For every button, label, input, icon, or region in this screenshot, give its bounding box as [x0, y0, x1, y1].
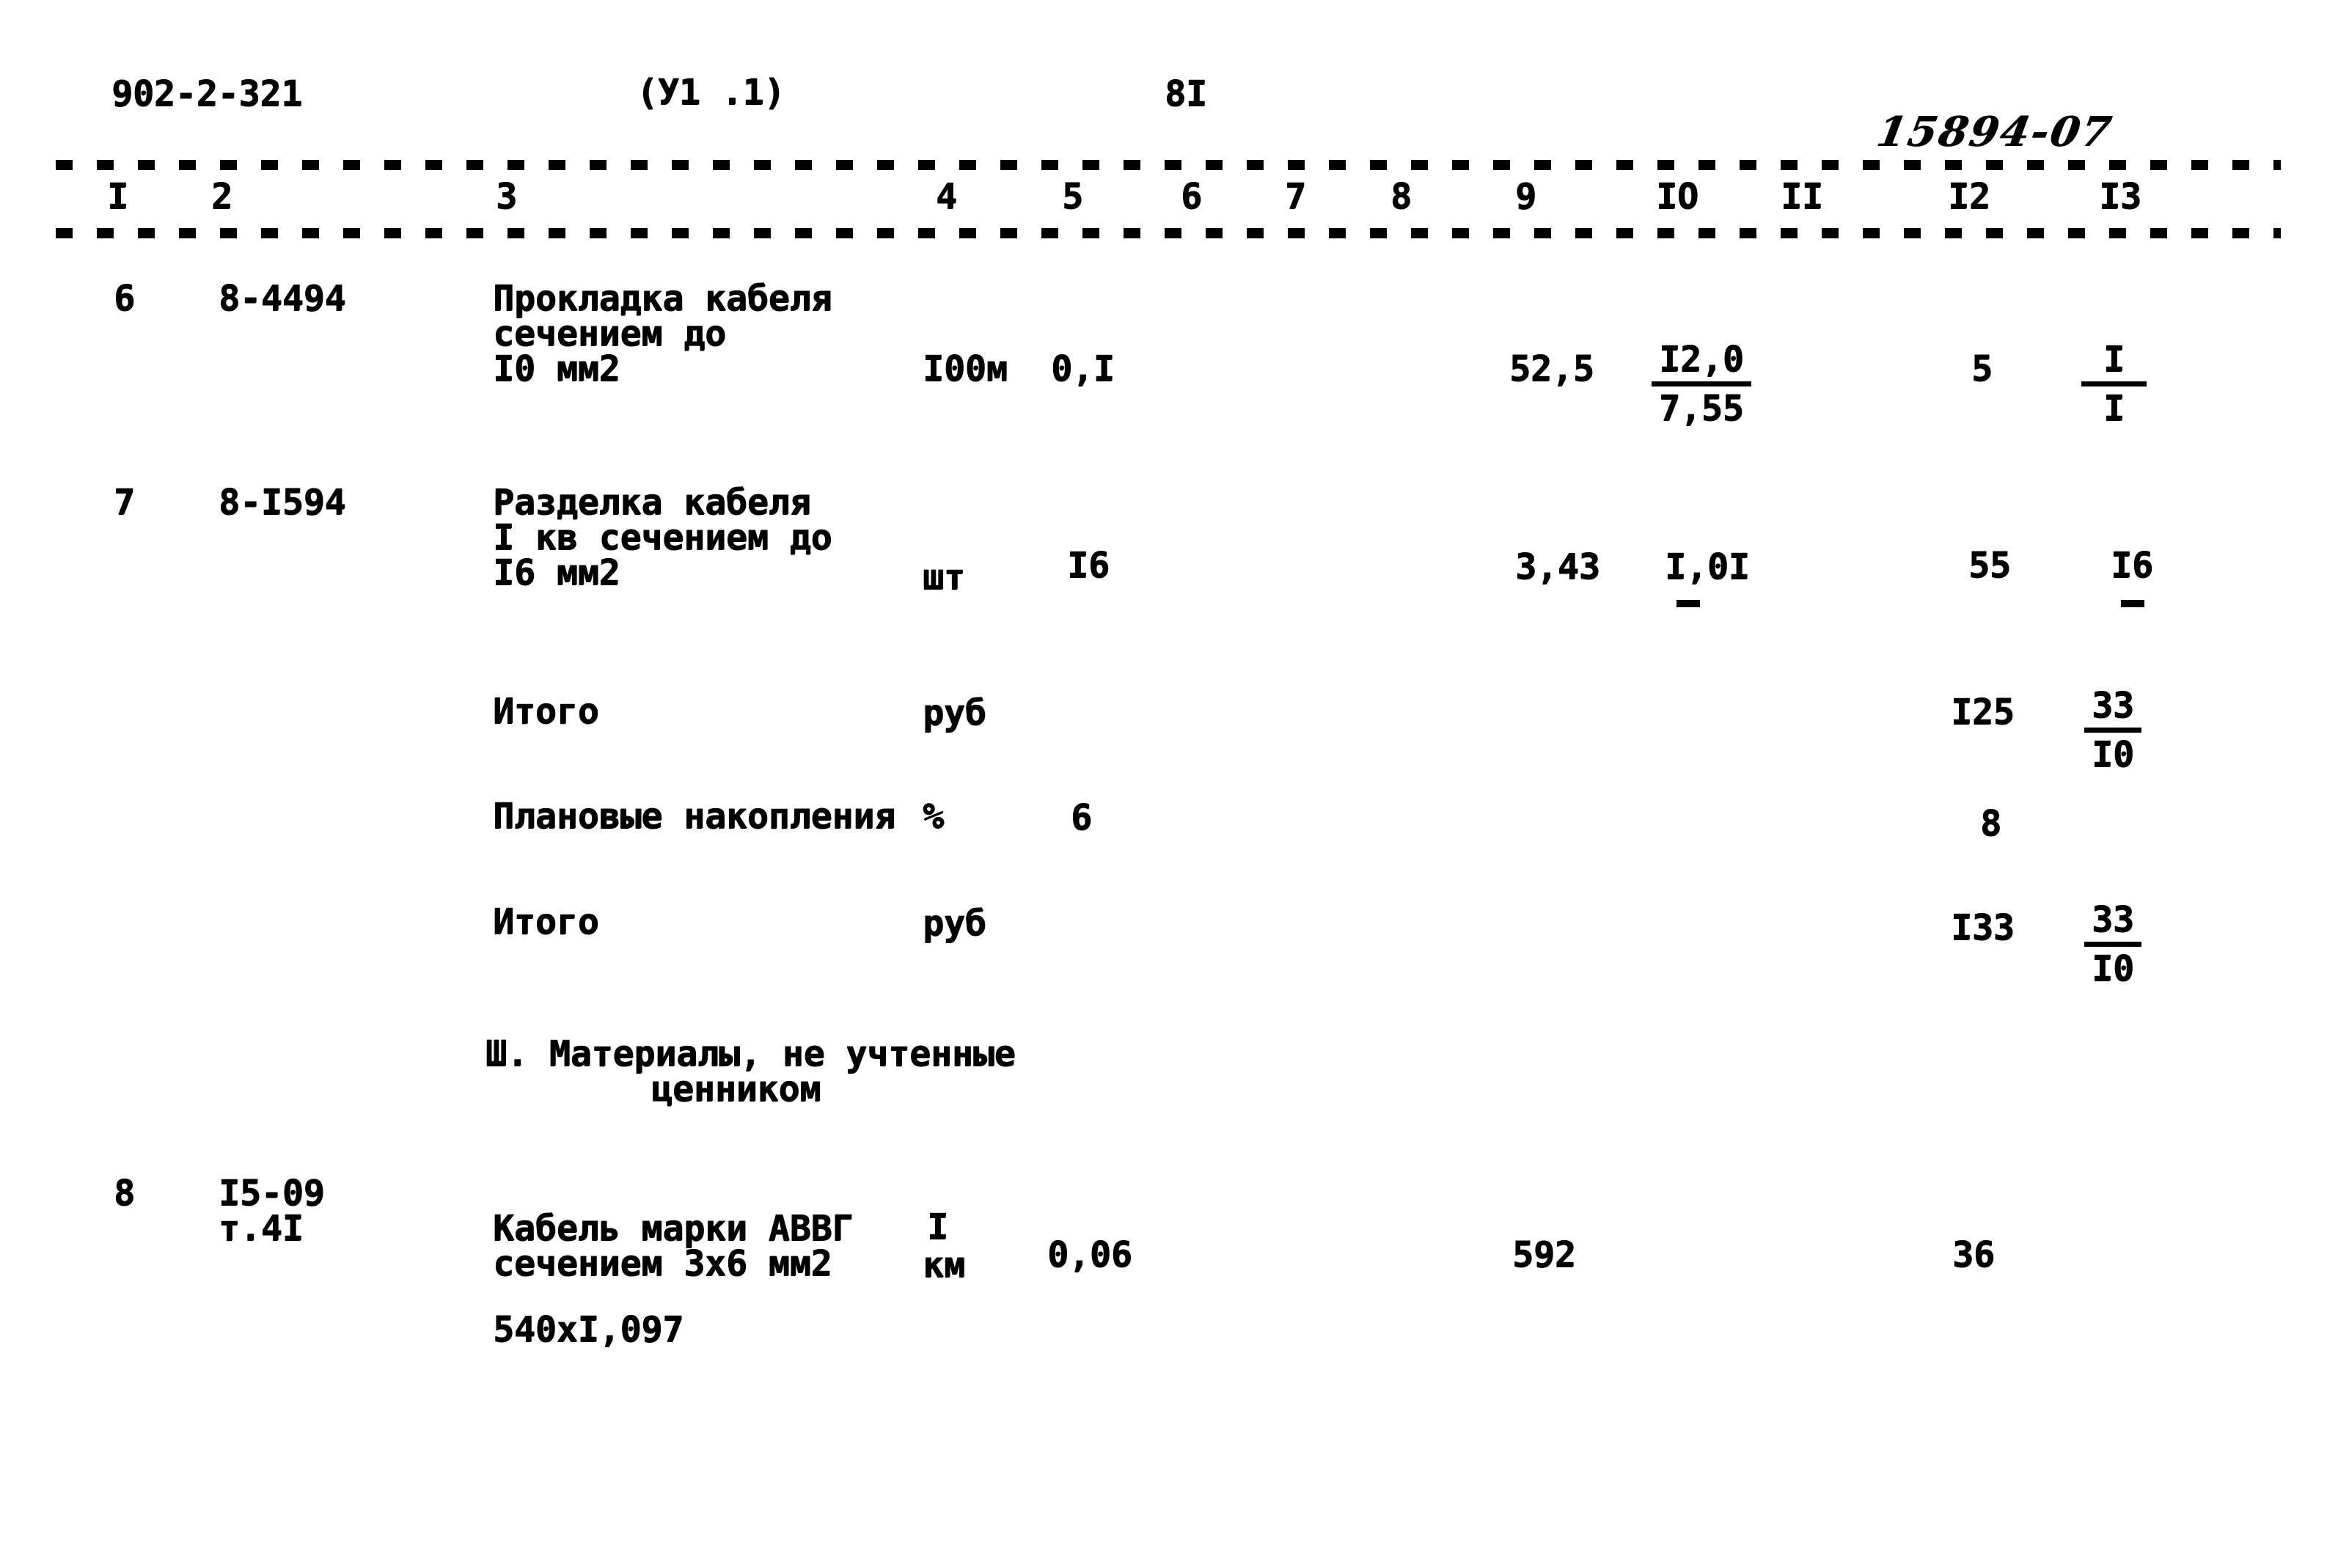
row7-col13-value: I6 — [2111, 545, 2153, 586]
row6-qty: 0,I — [1051, 348, 1115, 389]
row8-code-line1: I5-09 — [219, 1173, 325, 1214]
col-header-11: II — [1781, 176, 1823, 217]
totals2-col13-fraction: 33 I0 — [2084, 902, 2141, 986]
row7-qty: I6 — [1067, 545, 1110, 586]
totals1-col13-numerator: 33 — [2084, 688, 2141, 733]
overhead-qty: 6 — [1071, 797, 1092, 838]
row8-calc-note: 540хI,097 — [493, 1309, 684, 1350]
totals1-col13-denominator: I0 — [2092, 734, 2134, 775]
row7-col12-value: 55 — [1968, 545, 2011, 586]
row7-col9-value: 3,43 — [1515, 546, 1600, 587]
col-header-7: 7 — [1285, 176, 1306, 217]
col-header-1: I — [107, 176, 128, 217]
row7-code: 8-I594 — [219, 482, 346, 523]
project-code: 902-2-321 — [111, 73, 303, 114]
page-number: 8I — [1165, 73, 1207, 114]
totals2-unit: руб — [923, 903, 986, 944]
col-header-12: I2 — [1948, 176, 1990, 217]
row7-col10-dash — [1676, 600, 1700, 607]
row7-desc-line3: I6 мм2 — [493, 552, 620, 593]
dashed-rule-bottom — [56, 228, 2281, 238]
row7-col13-dash — [2121, 600, 2144, 607]
totals2-label: Итого — [493, 901, 599, 942]
section-ref: (У1 .1) — [637, 72, 785, 113]
overhead-unit: % — [923, 796, 944, 837]
row6-desc-line1: Прокладка кабеля — [493, 278, 832, 319]
row7-desc-line1: Разделка кабеля — [493, 482, 811, 523]
overhead-label: Плановые накопления — [493, 796, 896, 837]
row8-col12-value: 36 — [1952, 1234, 1995, 1275]
col-header-4: 4 — [936, 176, 957, 217]
row8-col9-value: 592 — [1512, 1234, 1576, 1275]
handwritten-ref: 15894-07 — [1873, 108, 2117, 156]
row8-qty: 0,06 — [1047, 1234, 1132, 1275]
col-header-5: 5 — [1062, 176, 1083, 217]
overhead-col12-value: 8 — [1980, 803, 2001, 844]
section3-title-line2: ценником — [651, 1069, 821, 1110]
row8-desc-line2: сечением 3х6 мм2 — [493, 1243, 832, 1284]
col-header-8: 8 — [1390, 176, 1412, 217]
row6-desc-line3: I0 мм2 — [493, 348, 620, 389]
row7-unit: шт — [923, 557, 965, 598]
row8-code-line2: т.4I — [219, 1208, 304, 1249]
row6-col9-value: 52,5 — [1509, 348, 1594, 389]
col-header-9: 9 — [1515, 176, 1536, 217]
row6-col13-numerator: I — [2081, 342, 2147, 386]
row6-col10-numerator: I2,0 — [1652, 342, 1751, 386]
row6-col12-value: 5 — [1971, 348, 1993, 389]
totals2-col13-numerator: 33 — [2084, 902, 2141, 947]
row8-desc-line1: Кабель марки АВВГ — [493, 1208, 854, 1249]
totals1-col12-value: I25 — [1951, 692, 2015, 733]
totals2-col13-denominator: I0 — [2092, 948, 2134, 989]
row6-number: 6 — [114, 278, 135, 319]
totals1-col13-fraction: 33 I0 — [2084, 688, 2141, 772]
col-header-3: 3 — [496, 176, 517, 217]
row8-unit-line1: I — [927, 1206, 948, 1248]
row8-number: 8 — [114, 1173, 135, 1214]
row6-unit: I00м — [923, 348, 1008, 389]
col-header-10: IO — [1656, 176, 1698, 217]
totals1-unit: руб — [923, 692, 986, 733]
row7-desc-line2: I кв сечением до — [493, 517, 832, 558]
col-header-13: I3 — [2099, 176, 2141, 217]
row7-number: 7 — [114, 482, 135, 523]
row8-unit-line2: км — [923, 1245, 965, 1286]
dashed-rule-top — [56, 160, 2281, 170]
row6-col10-fraction: I2,0 7,55 — [1652, 342, 1751, 426]
section3-title-line1: Ш. Материалы, не учтенные — [485, 1033, 1016, 1074]
row6-code: 8-4494 — [219, 278, 346, 319]
row6-col13-denominator: I — [2103, 388, 2125, 429]
row6-col13-fraction: I I — [2081, 342, 2147, 426]
totals2-col12-value: I33 — [1951, 907, 2015, 948]
col-header-2: 2 — [211, 176, 232, 217]
row7-col10-value: I,0I — [1665, 546, 1750, 587]
row6-col10-denominator: 7,55 — [1659, 388, 1744, 429]
row6-desc-line2: сечением до — [493, 313, 726, 354]
totals1-label: Итого — [493, 691, 599, 732]
col-header-6: 6 — [1181, 176, 1202, 217]
